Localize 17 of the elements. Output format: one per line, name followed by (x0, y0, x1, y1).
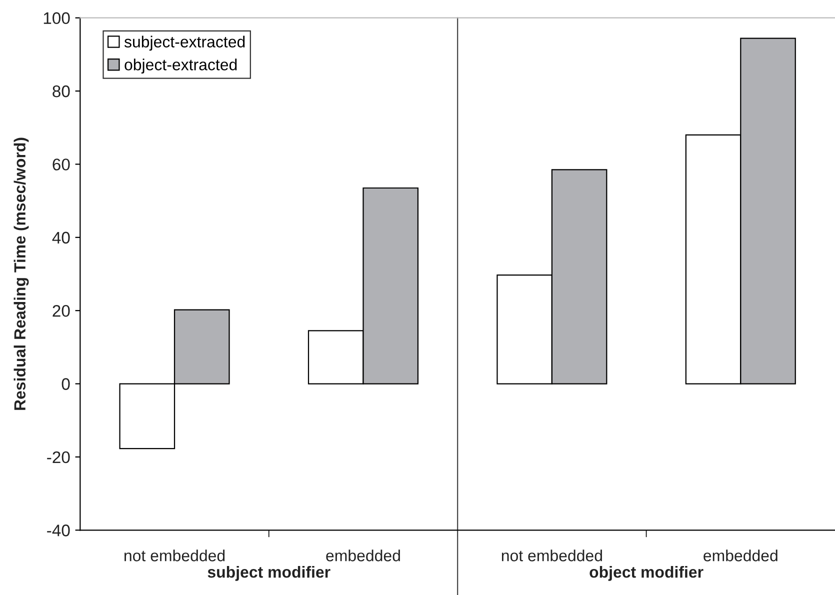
text: subject modifier (208, 566, 330, 581)
y-tick-label: 0 (62, 378, 70, 390)
text: object modifier (590, 566, 704, 581)
x-tick-label: not embedded (502, 550, 602, 562)
x-tick-label: not embedded (124, 550, 225, 562)
y-tick-label: -40 (47, 524, 70, 536)
y-tick-label: 100 (44, 12, 70, 24)
y-tick-label: -20 (47, 451, 70, 464)
y-tick-label: 40 (52, 232, 70, 244)
legend-label: object-extracted (124, 58, 237, 74)
y-tick-label: 80 (52, 85, 70, 98)
y-axis-title: Residual Reading Time (msec/word) (14, 138, 29, 410)
y-tick-label: 60 (52, 158, 70, 170)
y-tick-label: 20 (52, 304, 70, 317)
legend-label: subject-extracted (124, 36, 245, 51)
x-tick-label: embedded (326, 550, 400, 562)
x-tick-label: embedded (704, 550, 778, 562)
